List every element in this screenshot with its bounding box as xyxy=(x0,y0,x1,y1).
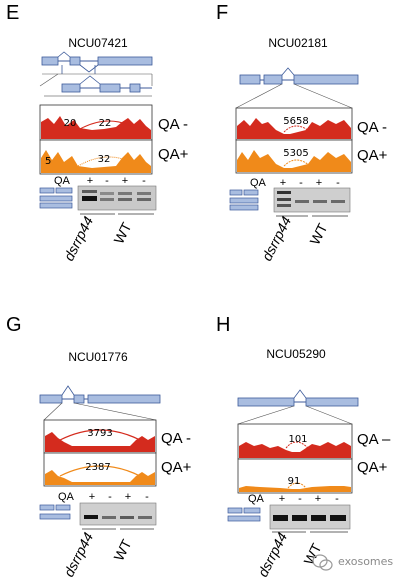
isoform-icons-f xyxy=(229,189,259,211)
junction-count-f-2: 5305 xyxy=(283,148,308,159)
condition-qa-plus-f: QA+ xyxy=(357,147,388,164)
strain-wt-e: WT xyxy=(110,219,134,246)
panel-g: G NCU01776 3793 2387 QA - QA+ QA + - + - xyxy=(6,314,192,579)
gel-mark-g-3: + xyxy=(125,491,131,503)
panel-letter-g: G xyxy=(6,314,22,336)
gel-image-g xyxy=(79,502,157,526)
condition-qa-minus-e: QA - xyxy=(158,116,188,133)
coverage-qa-plus-h xyxy=(239,486,351,492)
coverage-qa-minus-f xyxy=(237,118,351,139)
isoform-icons-e xyxy=(39,187,73,209)
gel-qa-label-e: QA xyxy=(54,175,71,187)
condition-qa-plus-e: QA+ xyxy=(158,146,189,163)
junction-count-h-2: 91 xyxy=(288,476,301,487)
gene-model-e xyxy=(41,51,153,75)
gel-mark-h-4: - xyxy=(335,493,339,505)
isoform-icons-g xyxy=(39,504,71,520)
gene-name-e: NCU07421 xyxy=(68,36,128,50)
junction-count-g-1: 3793 xyxy=(87,428,112,439)
gel-mark-h-1: + xyxy=(279,493,285,505)
gel-mark-f-2: - xyxy=(299,177,303,189)
junction-count-e-2: 22 xyxy=(99,118,112,129)
coverage-qa-minus-g xyxy=(45,432,155,452)
strain-wt-g: WT xyxy=(110,536,134,563)
coverage-qa-minus-h xyxy=(239,442,351,458)
strain-wt-f: WT xyxy=(306,220,330,247)
junction-count-h-1: 101 xyxy=(288,434,307,445)
junction-count-e-1: 20 xyxy=(64,118,77,129)
gene-model-zoom-e xyxy=(44,75,152,97)
gel-qa-label-g: QA xyxy=(58,491,75,503)
panel-f: F NCU02181 5658 5305 QA - QA+ QA + - + - xyxy=(216,2,388,263)
condition-qa-minus-h: QA – xyxy=(357,431,391,448)
gel-mark-e-1: + xyxy=(87,175,93,187)
coverage-qa-plus-f xyxy=(237,150,351,172)
gel-mark-f-1: + xyxy=(280,177,286,189)
gene-model-f xyxy=(239,67,359,85)
wechat-icon xyxy=(312,554,333,571)
gel-mark-g-4: - xyxy=(145,491,149,503)
junction-count-f-1: 5658 xyxy=(283,116,308,127)
panel-letter-f: F xyxy=(216,2,228,24)
gene-name-g: NCU01776 xyxy=(68,350,128,364)
gel-mark-e-2: - xyxy=(105,175,109,187)
strain-dsrrp44-f: dsrrp44 xyxy=(258,214,294,264)
watermark-text: exosomes xyxy=(338,555,394,568)
strain-dsrrp44-g: dsrrp44 xyxy=(60,530,96,580)
coverage-qa-minus-e xyxy=(41,116,151,139)
strain-dsrrp44-h: dsrrp44 xyxy=(254,530,290,580)
condition-qa-plus-h: QA+ xyxy=(357,459,388,476)
gel-mark-g-2: - xyxy=(108,491,112,503)
gene-name-f: NCU02181 xyxy=(268,36,328,50)
gene-name-h: NCU05290 xyxy=(266,347,326,361)
panel-letter-h: H xyxy=(216,314,230,336)
strain-dsrrp44-e: dsrrp44 xyxy=(60,214,96,264)
panel-h: H NCU05290 101 91 QA – QA+ QA + - + - xyxy=(216,314,391,579)
junction-count-g-2: 2387 xyxy=(85,462,110,473)
gel-mark-h-3: + xyxy=(315,493,321,505)
gene-model-h xyxy=(237,389,359,407)
panel-e: E NCU07421 20 xyxy=(6,2,189,263)
gene-model-g xyxy=(39,385,161,404)
gel-mark-f-4: - xyxy=(336,177,340,189)
gel-mark-f-3: + xyxy=(316,177,322,189)
gel-mark-h-2: - xyxy=(298,493,302,505)
gel-qa-label-h: QA xyxy=(248,493,265,505)
gel-qa-label-f: QA xyxy=(250,177,267,189)
junction-count-e-3: 5 xyxy=(45,156,51,167)
gel-mark-e-4: - xyxy=(142,175,146,187)
coverage-qa-plus-e xyxy=(41,150,151,173)
gel-mark-e-3: + xyxy=(122,175,128,187)
condition-qa-minus-f: QA - xyxy=(357,119,387,136)
condition-qa-minus-g: QA - xyxy=(161,430,191,447)
gel-mark-g-1: + xyxy=(89,491,95,503)
panel-letter-e: E xyxy=(6,2,19,24)
isoform-icons-h xyxy=(227,507,261,522)
coverage-qa-plus-g xyxy=(45,470,155,485)
junction-count-e-4: 32 xyxy=(98,154,111,165)
condition-qa-plus-g: QA+ xyxy=(161,459,192,476)
